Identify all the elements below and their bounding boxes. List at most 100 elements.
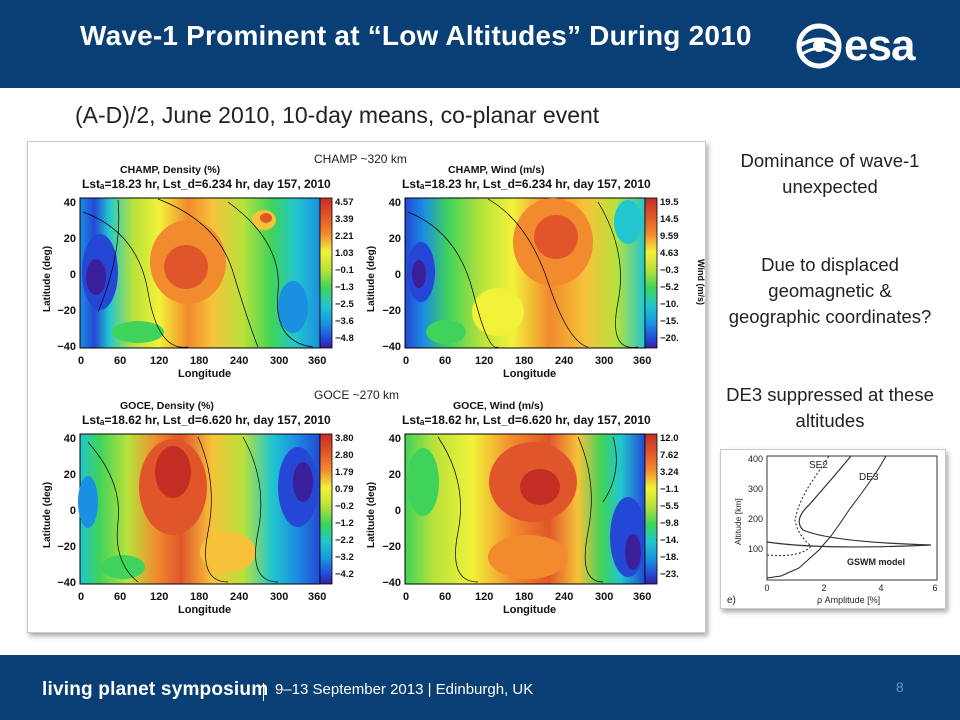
- x-tick-label: 300: [595, 591, 613, 603]
- y-tick-label: 0: [70, 505, 76, 517]
- x-tick-label: 0: [403, 355, 409, 367]
- x-tick-label: 0: [78, 355, 84, 367]
- y-axis-label: Latitude (deg): [42, 246, 53, 312]
- x-tick-label: 360: [308, 591, 326, 603]
- x-axis-label: Longitude: [178, 604, 231, 616]
- y-tick-label: −20: [57, 541, 76, 553]
- gswm-x-ticks: 0 2 4 6: [764, 583, 937, 593]
- colorbar-tick-label: −15.: [660, 316, 679, 327]
- x-tick-label: 0: [78, 591, 84, 603]
- x-tick-label: 60: [114, 355, 126, 367]
- plot-goce-wind: GOCE, Wind (m/s) Lstₐ=18.62 hr, Lst_d=6.…: [366, 400, 679, 616]
- y-tick-label: 0: [70, 269, 76, 281]
- colorbar-tick-label: −1.1: [660, 484, 679, 495]
- colorbar: [644, 433, 658, 585]
- page-number: 8: [896, 679, 904, 695]
- point-wave1-dominance: Dominance of wave-1 unexpected: [740, 150, 920, 197]
- gswm-panel-letter: e): [727, 595, 736, 606]
- esa-logo: esa: [792, 18, 942, 74]
- colorbar-tick-labels: 19.5 14.5 9.59 4.63 −0.3 −5.2 −10. −15. …: [660, 197, 679, 344]
- x-tick-label: 180: [190, 591, 208, 603]
- plot-champ-wind: CHAMP, Wind (m/s) Lstₐ=18.23 hr, Lst_d=6…: [366, 164, 705, 380]
- colorbar-tick-labels: 12.0 7.62 3.24 −1.1 −5.5 −9.8 −14. −18. …: [660, 433, 679, 580]
- y-tick-label: 20: [389, 233, 401, 245]
- contour-blobs: [407, 442, 646, 579]
- colorbar-tick-label: −0.3: [660, 265, 679, 276]
- plot-champ-density: CHAMP, Density (%) Lstₐ=18.23 hr, Lst_d=…: [42, 164, 354, 380]
- x-tick-label: 120: [150, 591, 168, 603]
- y-tick-label: 20: [389, 469, 401, 481]
- y-axis-label: Latitude (deg): [42, 482, 53, 548]
- x-axis-label: Longitude: [178, 368, 231, 380]
- colorbar-tick-label: −3.2: [335, 552, 354, 563]
- y-tick-label: −40: [382, 341, 401, 353]
- y-tick-label: −40: [382, 577, 401, 589]
- x-tick-label: 300: [270, 355, 288, 367]
- y-tick-label: 0: [395, 269, 401, 281]
- colorbar: [319, 197, 333, 349]
- slide-title: Wave-1 Prominent at “Low Altitudes” Duri…: [80, 20, 752, 51]
- contour-plots: CHAMP ~320 km GOCE ~270 km CHAMP, Densit…: [42, 152, 705, 616]
- x-tick-label: 60: [439, 355, 451, 367]
- logo-text: esa: [844, 21, 915, 70]
- gswm-y-tick-label: 400: [748, 454, 763, 464]
- plot-info: Lstₐ=18.23 hr, Lst_d=6.234 hr, day 157, …: [82, 177, 331, 191]
- y-tick-label: 20: [64, 469, 76, 481]
- y-tick-label: −40: [57, 341, 76, 353]
- footer-bar: living planet symposium 9–13 September 2…: [0, 655, 960, 720]
- gswm-curve-upper: [766, 455, 887, 579]
- gswm-y-tick-label: 200: [748, 514, 763, 524]
- y-tick-labels: 40 20 0 −20 −40: [382, 197, 401, 353]
- colorbar-tick-label: −4.8: [335, 333, 354, 344]
- x-tick-labels: 0 60 120 180 240 300 360: [78, 355, 326, 367]
- colorbar-tick-label: 4.57: [335, 197, 354, 208]
- champ-section-label: CHAMP ~320 km: [314, 152, 407, 166]
- x-tick-labels: 0 60 120 180 240 300 360: [403, 591, 651, 603]
- point-displaced-coordinates: Due to displaced geomagnetic & geographi…: [728, 254, 932, 327]
- gswm-y-axis-label: Altitude [km]: [733, 498, 743, 545]
- x-tick-labels: 0 60 120 180 240 300 360: [78, 591, 326, 603]
- colorbar-tick-label: 12.0: [660, 433, 679, 444]
- x-tick-label: 300: [595, 355, 613, 367]
- gswm-x-tick-label: 4: [878, 583, 883, 593]
- colorbar: [644, 197, 658, 349]
- gswm-x-tick-label: 0: [764, 583, 769, 593]
- gswm-curve-se2: [766, 455, 830, 557]
- plot-title: CHAMP, Wind (m/s): [448, 164, 545, 176]
- colorbar-tick-label: 2.21: [335, 231, 354, 242]
- x-tick-label: 240: [555, 355, 573, 367]
- colorbar: [319, 433, 333, 585]
- colorbar-tick-label: 3.39: [335, 214, 354, 225]
- colorbar-tick-label: −0.2: [335, 501, 354, 512]
- y-tick-label: 40: [64, 197, 76, 209]
- esa-logo-icon: [796, 23, 842, 69]
- colorbar-tick-label: 9.59: [660, 231, 679, 242]
- x-tick-label: 240: [230, 355, 248, 367]
- contour-lines: [437, 436, 617, 583]
- contour-blobs: [407, 198, 642, 344]
- y-tick-label: −20: [57, 305, 76, 317]
- x-tick-label: 360: [308, 355, 326, 367]
- goce-section-label: GOCE ~270 km: [314, 388, 399, 402]
- colorbar-tick-label: −2.2: [335, 535, 354, 546]
- colorbar-tick-label: −0.1: [335, 265, 354, 276]
- colorbar-tick-label: 19.5: [660, 197, 679, 208]
- colorbar-tick-label: −5.5: [660, 501, 679, 512]
- plot-info: Lstₐ=18.62 hr, Lst_d=6.620 hr, day 157, …: [402, 413, 651, 427]
- colorbar-tick-label: 3.24: [660, 467, 679, 478]
- x-tick-label: 120: [475, 355, 493, 367]
- colorbar-tick-label: 4.63: [660, 248, 679, 259]
- plot-title: GOCE, Wind (m/s): [453, 400, 543, 412]
- gswm-model-label: GSWM model: [847, 557, 905, 567]
- y-tick-label: 40: [64, 433, 76, 445]
- plot-info: Lstₐ=18.62 hr, Lst_d=6.620 hr, day 157, …: [82, 413, 331, 427]
- gswm-curve-de3: [766, 455, 932, 548]
- colorbar-tick-label: 3.80: [335, 433, 354, 444]
- colorbar-tick-label: −3.6: [335, 316, 354, 327]
- y-tick-label: 20: [64, 233, 76, 245]
- y-tick-label: −40: [57, 577, 76, 589]
- x-axis-label: Longitude: [503, 604, 556, 616]
- x-tick-label: 180: [515, 591, 533, 603]
- colorbar-tick-label: 0.79: [335, 484, 354, 495]
- y-tick-label: 40: [389, 433, 401, 445]
